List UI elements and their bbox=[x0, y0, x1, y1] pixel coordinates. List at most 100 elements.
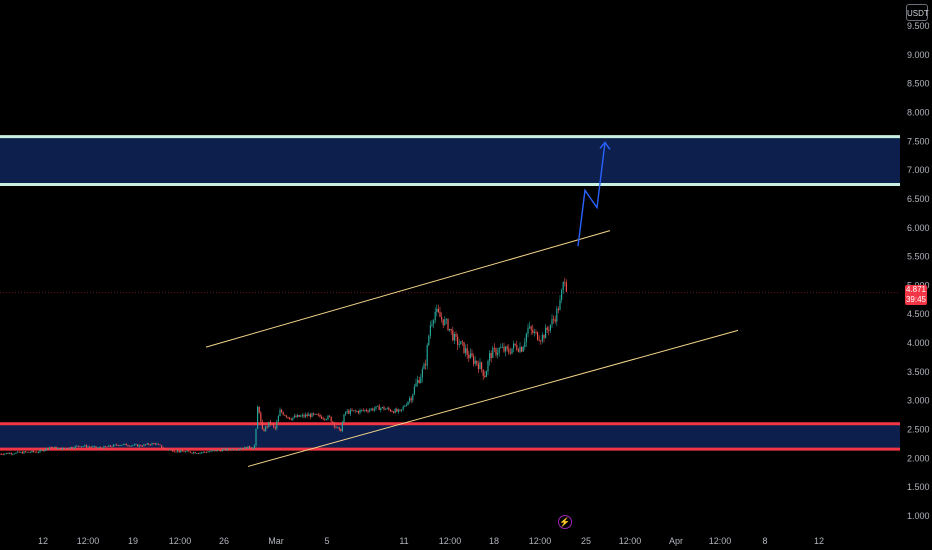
candle-body bbox=[17, 451, 19, 453]
candle-body bbox=[429, 325, 431, 336]
candle-body bbox=[12, 453, 14, 455]
candle-body bbox=[21, 451, 23, 454]
candle-body bbox=[380, 407, 382, 410]
candle-body bbox=[370, 408, 372, 410]
candle-body bbox=[234, 449, 236, 451]
price-axis[interactable] bbox=[900, 0, 932, 550]
candle-body bbox=[65, 448, 67, 449]
candle-body bbox=[453, 333, 455, 341]
candle-body bbox=[495, 348, 497, 355]
candle-body bbox=[164, 448, 166, 450]
candle-body bbox=[303, 414, 305, 417]
candle-body bbox=[237, 449, 239, 450]
candle-body bbox=[436, 308, 438, 312]
candle-body bbox=[223, 448, 225, 450]
candle-body bbox=[159, 444, 161, 446]
candle-body bbox=[305, 414, 307, 417]
candle-body bbox=[399, 409, 401, 411]
candle-body bbox=[29, 452, 31, 453]
candle-body bbox=[522, 347, 524, 352]
time-tick-label: 12 bbox=[814, 536, 824, 546]
candle-body bbox=[309, 414, 311, 418]
candle-body bbox=[161, 445, 163, 448]
candle-body bbox=[79, 446, 81, 448]
candle-body bbox=[529, 326, 531, 328]
candle-body bbox=[85, 445, 87, 448]
candle-body bbox=[329, 415, 331, 417]
candle-body bbox=[362, 409, 364, 411]
candle-body bbox=[441, 317, 443, 320]
candle-body bbox=[236, 449, 238, 451]
candle-body bbox=[527, 327, 529, 334]
candle-body bbox=[460, 341, 462, 345]
candle-body bbox=[261, 421, 263, 430]
price-tick-label: 5.500 bbox=[907, 252, 930, 262]
candle-body bbox=[49, 447, 51, 449]
candle-body bbox=[349, 409, 351, 414]
time-tick-label: 25 bbox=[581, 536, 591, 546]
support-zone bbox=[0, 423, 900, 450]
candle-body bbox=[433, 320, 435, 324]
candle-body bbox=[266, 426, 268, 428]
candle-body bbox=[506, 346, 508, 349]
candle-body bbox=[372, 408, 374, 411]
lower-channel-line bbox=[247, 329, 739, 467]
candle-body bbox=[205, 452, 207, 453]
candle-body bbox=[385, 408, 387, 410]
candle-body bbox=[356, 411, 358, 412]
candle-body bbox=[561, 290, 563, 300]
candle-body bbox=[207, 451, 209, 453]
candle-body bbox=[340, 429, 342, 432]
candle-body bbox=[538, 339, 540, 341]
candle-body bbox=[281, 409, 283, 413]
candle-body bbox=[324, 418, 326, 420]
upper-channel-line bbox=[205, 230, 611, 348]
candle-body bbox=[330, 416, 332, 422]
candle-body bbox=[473, 356, 475, 364]
candle-body bbox=[154, 443, 156, 445]
candle-body bbox=[4, 453, 6, 455]
candle-body bbox=[308, 414, 310, 416]
candle-body bbox=[497, 352, 499, 355]
candle-body bbox=[252, 448, 254, 449]
candle-body bbox=[245, 447, 247, 449]
candle-body bbox=[388, 408, 390, 410]
candle-body bbox=[106, 446, 108, 448]
candle-body bbox=[47, 447, 49, 449]
currency-button[interactable]: USDT bbox=[906, 4, 929, 21]
time-tick-label: 12:00 bbox=[439, 536, 462, 546]
candle-body bbox=[122, 444, 124, 446]
lightning-icon[interactable]: ⚡ bbox=[558, 515, 572, 529]
candle-body bbox=[37, 452, 39, 453]
time-tick-label: Apr bbox=[669, 536, 683, 546]
candle-body bbox=[444, 319, 446, 325]
candle-body bbox=[487, 360, 489, 372]
candle-body bbox=[0, 453, 1, 455]
candle-body bbox=[437, 308, 439, 313]
price-tick-label: 7.000 bbox=[907, 165, 930, 175]
candle-body bbox=[511, 348, 513, 354]
candle-body bbox=[18, 451, 20, 453]
candle-body bbox=[313, 413, 315, 415]
candle-body bbox=[292, 417, 294, 420]
candle-body bbox=[434, 311, 436, 321]
candle-body bbox=[20, 451, 22, 453]
candle-body bbox=[306, 414, 308, 416]
candle-body bbox=[109, 445, 111, 447]
time-tick-label: 18 bbox=[489, 536, 499, 546]
candle-body bbox=[58, 448, 60, 449]
candle-body bbox=[343, 414, 345, 423]
candle-body bbox=[420, 377, 422, 383]
candle-body bbox=[418, 380, 420, 383]
time-tick-label: 5 bbox=[324, 536, 329, 546]
candle-body bbox=[445, 319, 447, 321]
candle-body bbox=[401, 409, 403, 411]
candle-body bbox=[98, 447, 100, 449]
candle-body bbox=[197, 453, 199, 455]
candle-body bbox=[145, 444, 147, 446]
candle-body bbox=[84, 445, 86, 447]
candle-body bbox=[455, 333, 457, 337]
candle-body bbox=[545, 327, 547, 339]
price-tick-label: 9.500 bbox=[907, 21, 930, 31]
